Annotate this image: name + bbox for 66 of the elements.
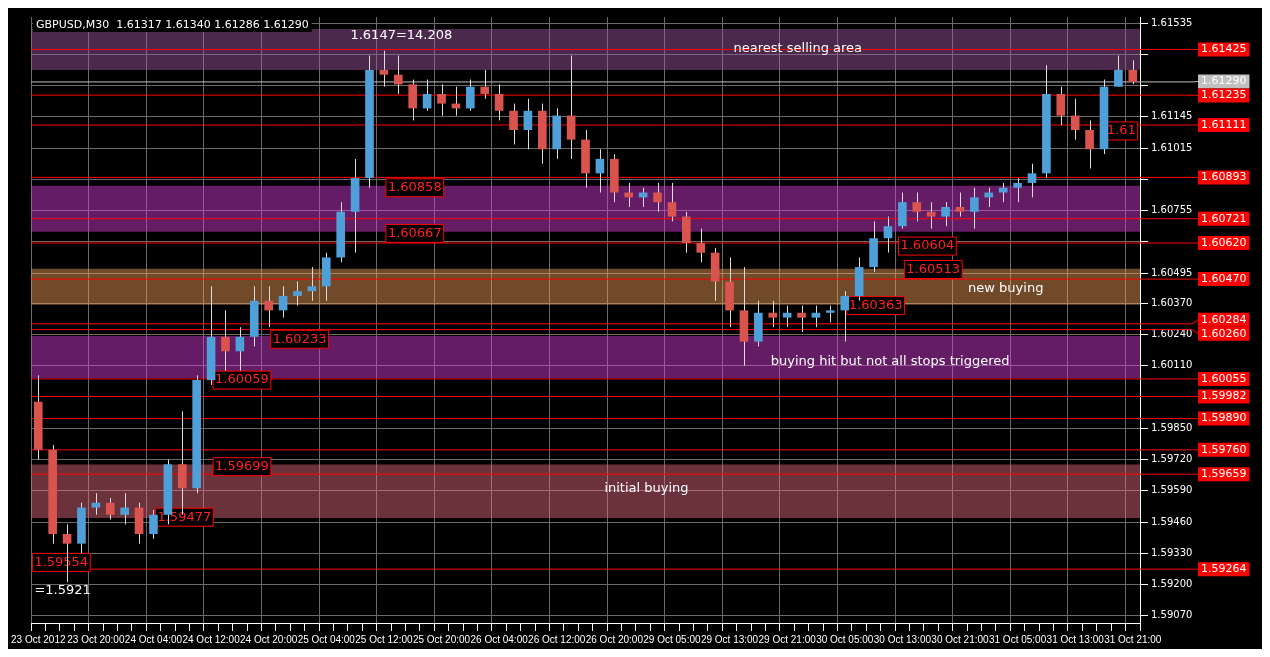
- ref-line-label: 1.59982: [1201, 389, 1247, 403]
- x-tick-label: 31 Oct 21:00: [1104, 633, 1162, 645]
- annotation: 1.60667: [387, 224, 442, 240]
- ref-line-label: 1.59659: [1201, 467, 1247, 480]
- annotation: 1.60059: [215, 371, 269, 387]
- annotation: 1.60233: [272, 330, 327, 346]
- ref-line-label: 1.60470: [1201, 271, 1247, 285]
- x-tick-label: 24 Oct 04:00: [124, 633, 183, 645]
- x-tick-label: 24 Oct 20:00: [240, 633, 298, 645]
- y-tick-label: 1.60755: [1151, 204, 1193, 216]
- ref-line-label: 1.60055: [1201, 371, 1247, 385]
- x-tick-label: 23 Oct 2012: [11, 633, 66, 645]
- x-tick-label: 30 Oct 13:00: [873, 633, 932, 645]
- x-tick-label: 30 Oct 21:00: [931, 633, 990, 645]
- ref-line-label: 1.60893: [1201, 170, 1247, 184]
- y-tick-label: 1.60110: [1151, 359, 1193, 371]
- y-tick-label: 1.59070: [1151, 609, 1193, 621]
- ref-line-label: 1.61111: [1201, 117, 1247, 131]
- ref-line-label: 1.60260: [1201, 326, 1247, 340]
- x-tick-label: 25 Oct 12:00: [355, 633, 413, 645]
- y-tick-label: 1.59200: [1151, 578, 1193, 590]
- ref-line-label: 1.59264: [1201, 561, 1247, 575]
- x-tick-label: 30 Oct 05:00: [816, 633, 874, 645]
- annotation: initial buying: [604, 479, 689, 495]
- y-tick-label: 1.61015: [1151, 141, 1193, 153]
- y-tick-label: 1.60240: [1151, 328, 1193, 340]
- annotation: 1.6147=14.208: [350, 26, 453, 42]
- x-tick-label: 24 Oct 12:00: [182, 633, 241, 645]
- annotation: 1.60604: [900, 237, 955, 253]
- y-tick-label: 1.60370: [1151, 296, 1193, 308]
- ref-line-label: 1.59890: [1201, 411, 1247, 425]
- chart-title: GBPUSD,M30 1.61317 1.61340 1.61286 1.61290: [36, 17, 309, 31]
- y-tick-label: 1.61535: [1151, 16, 1193, 28]
- y-tick-label: 1.60495: [1151, 266, 1193, 278]
- x-tick-label: 31 Oct 05:00: [988, 633, 1047, 645]
- x-tick-label: 29 Oct 05:00: [643, 633, 701, 645]
- y-tick-label: 1.59590: [1151, 484, 1193, 496]
- x-tick-label: 29 Oct 21:00: [758, 633, 817, 645]
- x-tick-label: 26 Oct 12:00: [528, 633, 586, 645]
- ref-line-label: 1.60284: [1201, 312, 1247, 326]
- ref-line-label: 1.60721: [1201, 211, 1247, 225]
- y-tick-label: 1.61145: [1151, 110, 1193, 122]
- ref-line-label: 1.60620: [1201, 235, 1247, 249]
- annotation: =1.5921: [34, 581, 91, 597]
- y-tick-label: 1.59330: [1151, 546, 1193, 558]
- y-tick-label: 1.59720: [1151, 453, 1193, 465]
- ref-line-label: 1.59760: [1201, 442, 1247, 456]
- ref-line-label: 1.61290: [1201, 74, 1247, 88]
- x-tick-label: 25 Oct 04:00: [297, 633, 356, 645]
- x-tick-label: 23 Oct 20:00: [67, 633, 125, 645]
- annotation: buying hit but not all stops triggered: [770, 353, 1010, 369]
- annotation: 1.61: [1106, 122, 1136, 138]
- annotation: 1.60363: [848, 296, 903, 312]
- x-tick-label: 25 Oct 20:00: [412, 633, 471, 645]
- annotation: 1.60858: [387, 179, 442, 195]
- annotation: 1.59699: [215, 458, 269, 474]
- x-tick-label: 31 Oct 13:00: [1046, 633, 1105, 645]
- x-tick-label: 26 Oct 20:00: [585, 633, 644, 645]
- annotation: new buying: [968, 279, 1044, 295]
- ref-line-label: 1.61235: [1201, 88, 1247, 102]
- y-tick-label: 1.59460: [1151, 515, 1193, 527]
- annotation: 1.60513: [906, 260, 961, 276]
- ref-line-label: 1.61425: [1201, 42, 1247, 56]
- x-tick-label: 29 Oct 13:00: [700, 633, 759, 645]
- x-tick-label: 26 Oct 04:00: [470, 633, 529, 645]
- y-tick-label: 1.59850: [1151, 421, 1193, 433]
